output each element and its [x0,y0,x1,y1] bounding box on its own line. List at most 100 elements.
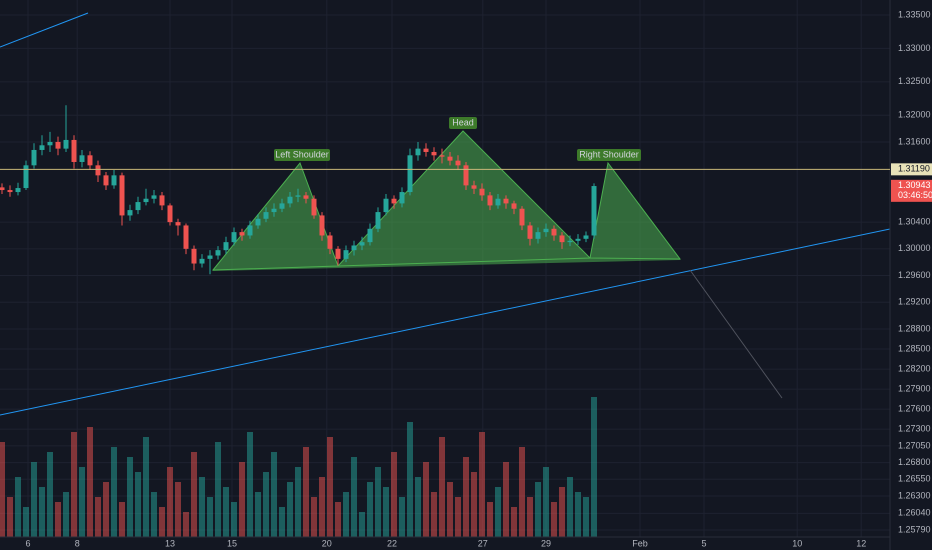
volume-bar [183,512,189,537]
volume-bar [503,462,509,537]
candle-body [559,235,565,243]
candle-body [47,141,53,146]
volume-bar [423,462,429,537]
candle-body [503,198,509,204]
candle-body [343,250,349,259]
y-tick-label: 1.31600 [898,136,931,146]
x-tick-label: 5 [701,538,706,548]
volume-bar [0,442,5,537]
neckline-base [213,258,680,271]
candle-body [447,156,453,161]
x-tick-label: 27 [478,538,488,548]
volume-bar [351,457,357,537]
candle-body [135,202,141,211]
candle-body [79,155,85,162]
candle-body [183,225,189,249]
volume-bar [455,497,461,537]
volume-bar [319,477,325,537]
y-tick-label: 1.33000 [898,43,931,53]
volume-bar [87,427,93,537]
volume-bar [95,497,101,537]
x-tick-label: 20 [322,538,332,548]
volume-bar [519,447,525,537]
candle-body [567,240,573,243]
candle-body [295,195,301,197]
volume-pane [0,397,597,537]
candle-body [415,148,421,156]
y-tick-label: 1.26040 [898,508,931,518]
volume-bar [495,487,501,537]
volume-bar [103,482,109,537]
candle-body [207,255,213,259]
candle-body [263,212,269,219]
volume-bar [239,462,245,537]
candle-body [87,155,93,166]
y-tick-label: 1.26800 [898,457,931,467]
candle-body [303,195,309,199]
x-tick-label: 22 [387,538,397,548]
y-tick-label: 1.28200 [898,363,931,373]
volume-bar [311,497,317,537]
volume-bar [383,487,389,537]
candle-body [319,215,325,236]
candle-body [23,165,29,189]
volume-bar [255,492,261,537]
grid [0,0,890,537]
trend-line [0,12,89,48]
y-tick-label: 1.30400 [898,216,931,226]
trend-line [0,228,891,416]
candle-body [127,210,133,216]
candle-body [215,250,221,256]
annotation: Head [452,117,474,127]
candle-body [575,238,581,241]
volume-bar [279,507,285,537]
volume-bar [487,502,493,537]
volume-bar [63,492,69,537]
candle-body [55,141,61,149]
volume-bar [119,502,125,537]
volume-bar [543,467,549,537]
candle-body [143,198,149,203]
volume-bar [447,482,453,537]
volume-bar [247,432,253,537]
candle-body [327,235,333,249]
volume-bar [551,502,557,537]
volume-bar [567,477,573,537]
volume-bar [327,437,333,537]
candle-body [391,198,397,204]
volume-bar [295,467,301,537]
candle-body [279,203,285,209]
volume-bar [71,432,77,537]
volume-bar [439,437,445,537]
candle-body [71,139,77,162]
x-tick-label: 8 [75,538,80,548]
candle-body [111,175,117,186]
volume-bar [167,467,173,537]
volume-bar [143,437,149,537]
volume-bar [535,482,541,537]
volume-bar [175,482,181,537]
candle-body [39,145,45,150]
candle-body [431,151,437,156]
volume-bar [223,487,229,537]
candle-body [31,149,37,166]
x-tick-label: 12 [856,538,866,548]
volume-bar [527,497,533,537]
y-tick-label: 1.26550 [898,474,931,484]
y-tick-label: 1.32000 [898,110,931,120]
projection-line [689,269,783,399]
volume-bar [287,482,293,537]
volume-bar [31,462,37,537]
x-tick-label: Feb [632,538,648,548]
y-tick-label: 1.33500 [898,9,931,19]
annotation-box [449,117,477,129]
annotation-box [274,149,330,161]
volume-bar [135,472,141,537]
volume-bar [47,452,53,537]
candle-body [439,155,445,157]
volume-bar [343,492,349,537]
candle-body [151,195,157,199]
x-tick-label: 15 [227,538,237,548]
volume-bar [559,487,565,537]
